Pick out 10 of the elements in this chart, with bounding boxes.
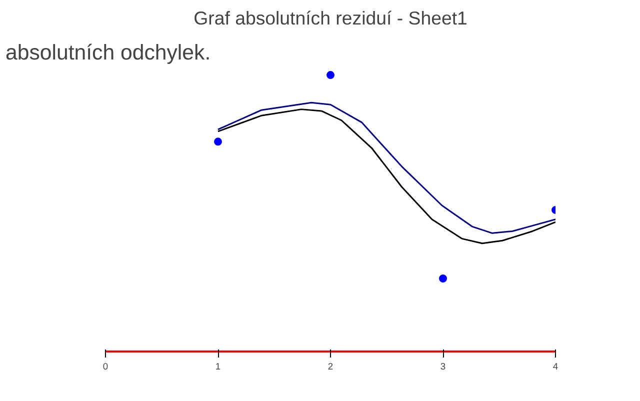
point (326, 71, 334, 80)
x-tick-label: 4 (552, 362, 558, 372)
text: absolutních odchylek. (6, 40, 211, 64)
x-tick-label: 1 (215, 362, 221, 372)
point (439, 274, 447, 283)
point (214, 138, 222, 146)
x-tick-label: 3 (440, 362, 446, 372)
x-tick-label: 2 (328, 362, 334, 372)
chart-title: Graf absolutních reziduí - Sheet1 (194, 8, 468, 28)
x-tick-label: 0 (102, 362, 108, 372)
